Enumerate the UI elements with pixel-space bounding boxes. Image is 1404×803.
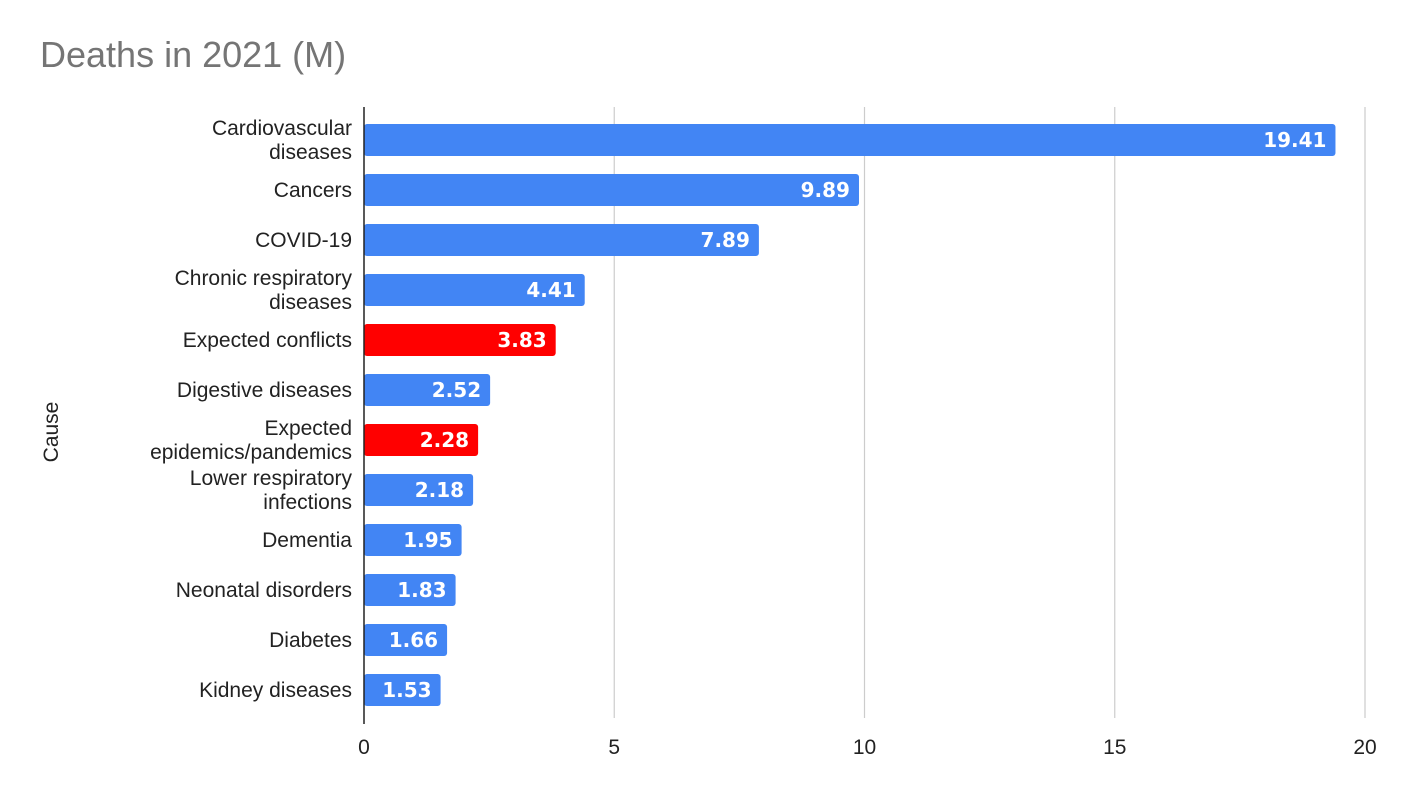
category-label: Expected conflicts	[183, 329, 352, 352]
data-label: 7.89	[701, 228, 750, 252]
data-label: 1.95	[403, 528, 452, 552]
data-label: 3.83	[497, 328, 546, 352]
data-label: 4.41	[526, 278, 575, 302]
x-tick-label: 15	[1103, 736, 1126, 759]
data-label: 19.41	[1263, 128, 1326, 152]
chart-title: Deaths in 2021 (M)	[40, 34, 347, 75]
category-label: Kidney diseases	[199, 679, 352, 702]
category-label: Lower respiratory	[190, 467, 353, 490]
data-label: 9.89	[801, 178, 850, 202]
bar	[364, 624, 448, 656]
x-tick-label: 0	[358, 736, 370, 759]
data-label: 1.53	[382, 678, 431, 702]
category-label: diseases	[269, 141, 352, 164]
category-label: Diabetes	[269, 629, 352, 652]
category-label: infections	[263, 491, 352, 514]
category-label: Digestive diseases	[177, 379, 352, 402]
x-tick-label: 10	[853, 736, 876, 759]
x-tick-label: 20	[1353, 736, 1376, 759]
bar	[364, 674, 441, 706]
category-label: Dementia	[262, 529, 352, 552]
data-label: 1.83	[397, 578, 446, 602]
bar	[364, 424, 479, 456]
category-label: COVID-19	[255, 229, 352, 252]
bar	[364, 224, 759, 256]
data-label: 1.66	[389, 628, 438, 652]
bar	[364, 124, 1336, 156]
category-label: Cancers	[274, 179, 352, 202]
y-axis-title: Cause	[40, 402, 63, 463]
category-label: Cardiovascular	[212, 117, 352, 140]
data-label: 2.18	[415, 478, 464, 502]
bar	[364, 324, 556, 356]
bar	[364, 574, 456, 606]
bar	[364, 174, 859, 206]
category-label: Expected	[264, 417, 352, 440]
data-label: 2.28	[420, 428, 469, 452]
bar	[364, 524, 462, 556]
bar	[364, 474, 474, 506]
category-label: diseases	[269, 291, 352, 314]
category-label: Chronic respiratory	[175, 267, 353, 290]
category-label: epidemics/pandemics	[150, 441, 352, 464]
x-tick-label: 5	[608, 736, 620, 759]
bar	[364, 274, 585, 306]
category-label: Neonatal disorders	[176, 579, 352, 602]
bar	[364, 374, 491, 406]
data-label: 2.52	[432, 378, 481, 402]
